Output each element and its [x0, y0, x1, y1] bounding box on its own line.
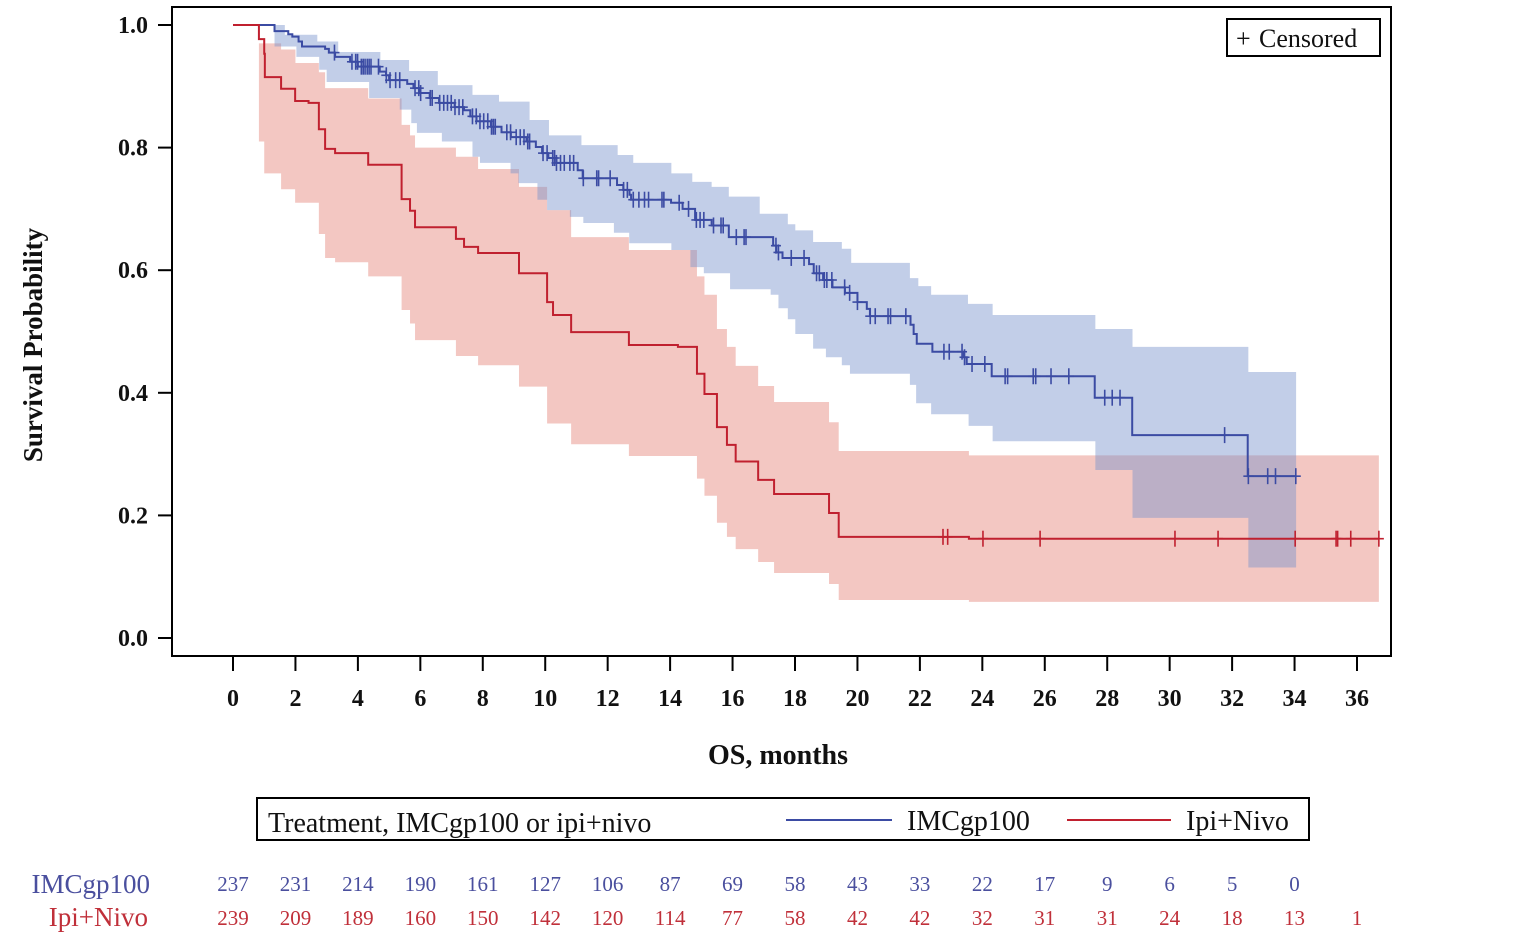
at-risk-value: 58 [785, 906, 806, 930]
at-risk-value: 239 [217, 906, 249, 930]
x-axis-title: OS, months [708, 740, 848, 771]
at-risk-value: 17 [1034, 872, 1055, 896]
censor-legend-label: Censored [1259, 24, 1357, 53]
x-tick-label: 32 [1220, 686, 1244, 712]
x-tick-label: 18 [783, 686, 807, 712]
at-risk-value: 32 [972, 906, 993, 930]
at-risk-value: 160 [405, 906, 437, 930]
at-risk-value: 77 [722, 906, 743, 930]
at-risk-value: 1 [1352, 906, 1363, 930]
at-risk-value: 31 [1034, 906, 1055, 930]
x-tick-label: 8 [477, 686, 489, 712]
at-risk-value: 150 [467, 906, 499, 930]
at-risk-value: 42 [909, 906, 930, 930]
x-tick-label: 24 [970, 686, 994, 712]
x-tick-label: 14 [658, 686, 682, 712]
x-tick-label: 34 [1283, 686, 1307, 712]
at-risk-label-imcgp100: IMCgp100 [31, 869, 150, 899]
legend-label-ipinivo: Ipi+Nivo [1186, 806, 1289, 837]
at-risk-value: 127 [529, 872, 561, 896]
x-tick-label: 26 [1033, 686, 1057, 712]
censor-legend-symbol: + [1236, 24, 1251, 53]
at-risk-value: 43 [847, 872, 868, 896]
at-risk-value: 214 [342, 872, 374, 896]
x-tick-label: 10 [533, 686, 557, 712]
x-tick-label: 30 [1158, 686, 1182, 712]
y-tick-label: 0.2 [118, 503, 148, 529]
ci-band-imcgp100 [274, 25, 1297, 568]
x-axis: 0 2 4 6 8 10 12 14 16 18 20 22 24 26 28 30 32 34 36 [227, 656, 1369, 712]
at-risk-value: 24 [1159, 906, 1181, 930]
y-tick-label: 0.8 [118, 136, 148, 162]
legend-title: Treatment, IMCgp100 or ipi+nivo [268, 808, 651, 839]
x-tick-label: 36 [1345, 686, 1369, 712]
at-risk-value: 42 [847, 906, 868, 930]
at-risk-value: 13 [1284, 906, 1305, 930]
at-risk-value: 31 [1097, 906, 1118, 930]
y-tick-label: 0.0 [118, 626, 148, 652]
at-risk-value: 18 [1222, 906, 1243, 930]
x-tick-label: 0 [227, 686, 239, 712]
at-risk-label-ipinivo: Ipi+Nivo [49, 902, 148, 932]
y-axis: 0.0 0.2 0.4 0.6 0.8 1.0 [118, 13, 172, 652]
x-tick-label: 22 [908, 686, 932, 712]
at-risk-value: 237 [217, 872, 249, 896]
at-risk-value: 6 [1164, 872, 1175, 896]
at-risk-value: 22 [972, 872, 993, 896]
y-tick-label: 1.0 [118, 13, 148, 39]
at-risk-value: 190 [405, 872, 437, 896]
plot-frame [171, 6, 1392, 657]
number-at-risk-table: 237 231 214 190 161 127 106 87 69 58 43 33 22 17 9 6 5 0 2… [217, 872, 1362, 930]
censor-legend-box [1226, 18, 1381, 57]
at-risk-value: 0 [1289, 872, 1300, 896]
at-risk-value: 5 [1227, 872, 1238, 896]
at-risk-value: 69 [722, 872, 743, 896]
at-risk-value: 87 [660, 872, 681, 896]
x-tick-label: 20 [845, 686, 869, 712]
at-risk-value: 189 [342, 906, 374, 930]
at-risk-value: 142 [529, 906, 561, 930]
survival-line-ipi-nivo [233, 24, 1379, 540]
censor-marks [329, 44, 1384, 547]
x-tick-label: 6 [414, 686, 426, 712]
ci-band-ipi-nivo [258, 43, 1379, 602]
at-risk-value: 231 [280, 872, 312, 896]
legend-label-imcgp100: IMCgp100 [907, 806, 1030, 837]
y-axis-title: Survival Probability [18, 227, 48, 462]
censor-legend: + Censored [1226, 18, 1381, 57]
at-risk-value: 161 [467, 872, 499, 896]
series-legend: Treatment, IMCgp100 or ipi+nivo IMCgp100… [256, 797, 1310, 841]
confidence-bands [258, 25, 1379, 602]
at-risk-value: 209 [280, 906, 312, 930]
x-tick-label: 16 [721, 686, 745, 712]
at-risk-value: 9 [1102, 872, 1113, 896]
x-tick-label: 2 [289, 686, 301, 712]
x-tick-label: 28 [1095, 686, 1119, 712]
at-risk-value: 120 [592, 906, 624, 930]
x-tick-label: 4 [352, 686, 364, 712]
at-risk-value: 58 [785, 872, 806, 896]
x-tick-label: 12 [596, 686, 620, 712]
at-risk-value: 33 [909, 872, 930, 896]
y-tick-label: 0.4 [118, 381, 148, 407]
at-risk-value: 114 [655, 906, 686, 930]
at-risk-value: 106 [592, 872, 624, 896]
y-tick-label: 0.6 [118, 258, 148, 284]
